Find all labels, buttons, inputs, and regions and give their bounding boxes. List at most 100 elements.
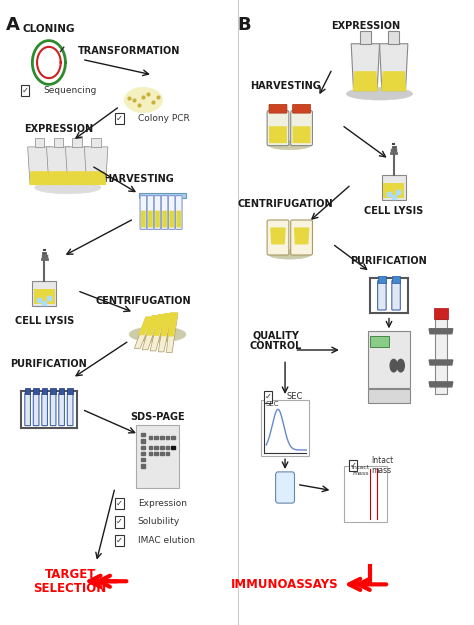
FancyBboxPatch shape — [262, 400, 309, 456]
Text: PURIFICATION: PURIFICATION — [351, 256, 428, 266]
Text: Intact
mass: Intact mass — [372, 456, 394, 476]
Polygon shape — [73, 138, 82, 147]
FancyBboxPatch shape — [267, 111, 289, 146]
Polygon shape — [160, 446, 164, 449]
Polygon shape — [68, 172, 87, 184]
FancyBboxPatch shape — [154, 196, 161, 229]
FancyBboxPatch shape — [115, 516, 124, 528]
Polygon shape — [294, 228, 309, 244]
Text: ✓: ✓ — [350, 461, 356, 470]
Polygon shape — [154, 315, 165, 335]
Text: HARVESTING: HARVESTING — [103, 174, 174, 184]
FancyBboxPatch shape — [169, 211, 174, 227]
FancyBboxPatch shape — [435, 319, 447, 394]
Polygon shape — [161, 314, 172, 336]
FancyBboxPatch shape — [382, 175, 406, 200]
FancyBboxPatch shape — [291, 111, 312, 146]
Polygon shape — [91, 138, 101, 147]
FancyBboxPatch shape — [368, 331, 410, 388]
Polygon shape — [380, 44, 408, 91]
Text: QUALITY
CONTROL: QUALITY CONTROL — [249, 330, 302, 351]
FancyBboxPatch shape — [25, 388, 30, 394]
FancyBboxPatch shape — [292, 126, 310, 143]
Polygon shape — [165, 436, 169, 439]
Polygon shape — [141, 446, 145, 449]
Polygon shape — [87, 172, 106, 184]
FancyBboxPatch shape — [138, 193, 186, 198]
Polygon shape — [141, 439, 145, 442]
Text: CENTRIFUGATION: CENTRIFUGATION — [96, 296, 191, 306]
Polygon shape — [154, 446, 158, 449]
Polygon shape — [172, 436, 175, 439]
Ellipse shape — [35, 181, 101, 194]
FancyBboxPatch shape — [291, 220, 312, 255]
FancyBboxPatch shape — [33, 393, 39, 426]
FancyBboxPatch shape — [67, 393, 73, 426]
Text: Intact
mass: Intact mass — [352, 465, 370, 476]
Polygon shape — [141, 433, 145, 436]
Polygon shape — [382, 72, 406, 91]
FancyBboxPatch shape — [292, 104, 310, 113]
Polygon shape — [141, 452, 145, 455]
FancyBboxPatch shape — [368, 389, 410, 403]
Polygon shape — [166, 313, 178, 352]
Text: Sequencing: Sequencing — [43, 86, 97, 95]
Text: CELL LYSIS: CELL LYSIS — [364, 206, 423, 216]
Ellipse shape — [269, 249, 311, 259]
Polygon shape — [134, 317, 153, 349]
Polygon shape — [148, 446, 152, 449]
Polygon shape — [360, 31, 371, 44]
FancyBboxPatch shape — [147, 196, 154, 229]
Text: CELL LYSIS: CELL LYSIS — [15, 316, 74, 326]
Text: ✓: ✓ — [116, 536, 123, 545]
Polygon shape — [271, 228, 285, 244]
FancyBboxPatch shape — [370, 336, 389, 347]
Ellipse shape — [397, 359, 404, 372]
Polygon shape — [27, 147, 51, 184]
Text: Colony PCR: Colony PCR — [137, 114, 190, 123]
Text: A: A — [6, 16, 20, 34]
Polygon shape — [429, 360, 453, 365]
FancyBboxPatch shape — [33, 388, 39, 394]
Text: IMMUNOASSAYS: IMMUNOASSAYS — [231, 578, 339, 591]
FancyBboxPatch shape — [20, 85, 29, 96]
Polygon shape — [65, 147, 89, 184]
FancyBboxPatch shape — [162, 211, 167, 227]
FancyBboxPatch shape — [378, 276, 386, 283]
FancyBboxPatch shape — [267, 220, 289, 255]
FancyBboxPatch shape — [264, 391, 272, 402]
Text: SDS-PAGE: SDS-PAGE — [130, 412, 185, 422]
FancyBboxPatch shape — [34, 289, 55, 304]
FancyBboxPatch shape — [148, 211, 153, 227]
Text: CENTRIFUGATION: CENTRIFUGATION — [237, 199, 333, 209]
Polygon shape — [429, 329, 453, 334]
FancyBboxPatch shape — [141, 211, 146, 227]
Text: ✓: ✓ — [116, 518, 123, 526]
FancyBboxPatch shape — [275, 472, 294, 503]
Polygon shape — [160, 452, 164, 455]
FancyBboxPatch shape — [42, 393, 47, 426]
Ellipse shape — [269, 140, 311, 149]
Ellipse shape — [390, 359, 397, 372]
FancyBboxPatch shape — [155, 211, 160, 227]
FancyBboxPatch shape — [168, 196, 175, 229]
FancyBboxPatch shape — [50, 388, 56, 394]
FancyBboxPatch shape — [67, 388, 73, 394]
FancyBboxPatch shape — [269, 104, 287, 113]
Polygon shape — [84, 147, 108, 184]
FancyBboxPatch shape — [269, 126, 287, 143]
Polygon shape — [148, 452, 152, 455]
Text: ✓: ✓ — [116, 499, 123, 508]
FancyBboxPatch shape — [349, 460, 357, 471]
FancyBboxPatch shape — [161, 196, 168, 229]
FancyBboxPatch shape — [392, 281, 401, 310]
Text: SEC: SEC — [265, 401, 279, 408]
Text: ✓: ✓ — [21, 86, 28, 95]
FancyBboxPatch shape — [42, 388, 47, 394]
Ellipse shape — [125, 88, 162, 112]
Polygon shape — [148, 436, 152, 439]
Polygon shape — [160, 436, 164, 439]
FancyBboxPatch shape — [344, 466, 387, 522]
Polygon shape — [146, 316, 159, 335]
Text: Expression: Expression — [137, 499, 187, 508]
